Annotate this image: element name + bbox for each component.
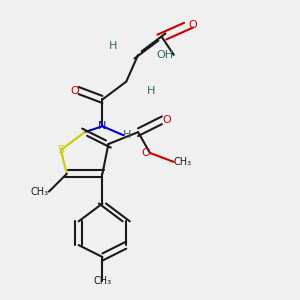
Text: S: S [57,145,64,155]
Text: CH₃: CH₃ [93,276,112,286]
Text: CH₃: CH₃ [174,157,192,167]
Text: H: H [123,130,132,140]
Text: N: N [98,121,106,131]
Text: O: O [141,148,150,158]
Text: O: O [70,85,79,96]
Text: O: O [189,20,197,30]
Text: CH₃: CH₃ [31,187,49,196]
Text: H: H [109,41,117,51]
Text: O: O [162,115,171,125]
Text: OH: OH [157,50,174,60]
Text: H: H [147,85,155,96]
